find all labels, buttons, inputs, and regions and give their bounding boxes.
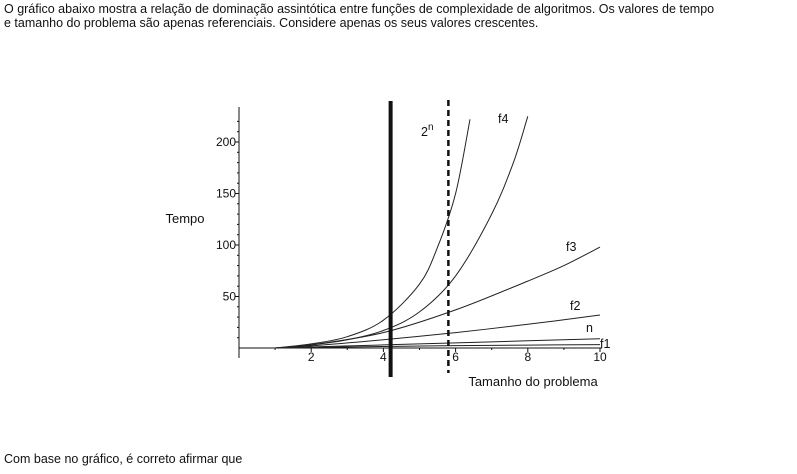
x-axis-title: Tamanho do problema (468, 374, 598, 389)
series-line-f3 (275, 246, 601, 349)
y-tick-label: 50 (223, 290, 237, 304)
x-tick-label: 10 (593, 350, 607, 364)
x-tick-label: 6 (452, 350, 459, 364)
series-label-superscript: n (428, 122, 434, 133)
chart-reference-lines (388, 100, 450, 377)
series-line-n (275, 338, 601, 349)
x-tick-label: 8 (524, 350, 531, 364)
chart-series (275, 116, 601, 349)
chart-axes: 2 4 6 8 10 50 100 150 200 Tempo Tamanho do problem… (165, 107, 607, 389)
y-tick-label: 100 (216, 238, 236, 252)
series-label-2: 2n (421, 122, 434, 139)
series-label-f3: f3 (566, 240, 576, 254)
intro-line-1: O gráfico abaixo mostra a relação de dom… (4, 2, 715, 16)
question-intro: O gráfico abaixo mostra a relação de dom… (4, 2, 794, 30)
x-tick-label: 4 (380, 350, 387, 364)
series-label-f2: f2 (570, 299, 580, 313)
y-tick-label: 200 (216, 135, 236, 149)
series-label-f1: f1 (600, 337, 610, 351)
intro-line-2: e tamanho do problema são apenas referen… (4, 16, 539, 30)
y-tick-label: 150 (216, 187, 236, 201)
series-label-f4: f4 (498, 112, 508, 126)
series-line-2n (275, 119, 471, 349)
question-footer: Com base no gráfico, é correto afirmar q… (4, 452, 243, 466)
series-line-f1 (275, 344, 601, 349)
series-line-f4 (275, 116, 529, 349)
y-axis-title: Tempo (165, 211, 204, 226)
series-line-f2 (275, 314, 601, 349)
series-label-n: n (586, 321, 593, 335)
x-tick-label: 2 (308, 350, 315, 364)
